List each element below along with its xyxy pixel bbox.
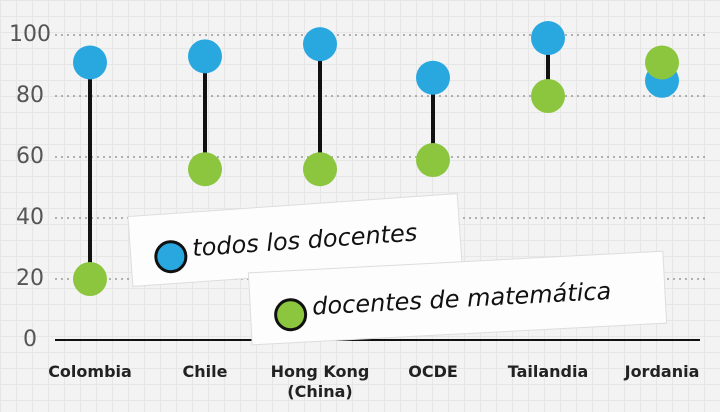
x-tick-label: Jordania (624, 362, 700, 381)
dot (531, 79, 565, 113)
dot (303, 152, 337, 187)
y-tick-label: 40 (16, 205, 44, 230)
x-tick-label: Hong Kong (China) (270, 362, 370, 401)
dot (645, 45, 679, 80)
dot (303, 27, 337, 62)
legend-paper (247, 250, 668, 346)
y-tick-label: 60 (16, 144, 44, 169)
dot (73, 262, 107, 296)
legend-swatch (274, 298, 308, 332)
legend-swatch (154, 240, 188, 274)
x-tick-label: Colombia (48, 362, 132, 381)
x-tick-label: Tailandia (507, 362, 589, 381)
y-tick-label: 0 (23, 327, 37, 352)
dot (188, 152, 222, 187)
dot (531, 21, 565, 56)
y-tick-label: 20 (16, 266, 44, 291)
x-tick-label: OCDE (408, 362, 458, 381)
legend-item: todos los docentes (127, 193, 463, 287)
dot (416, 60, 450, 95)
dot (73, 45, 107, 80)
dot (416, 143, 450, 178)
dot (188, 39, 222, 74)
x-tick-label: Chile (182, 362, 228, 381)
y-tick-label: 100 (9, 22, 51, 47)
y-tick-label: 80 (16, 83, 44, 108)
legend-item: docentes de matemática (247, 250, 668, 346)
